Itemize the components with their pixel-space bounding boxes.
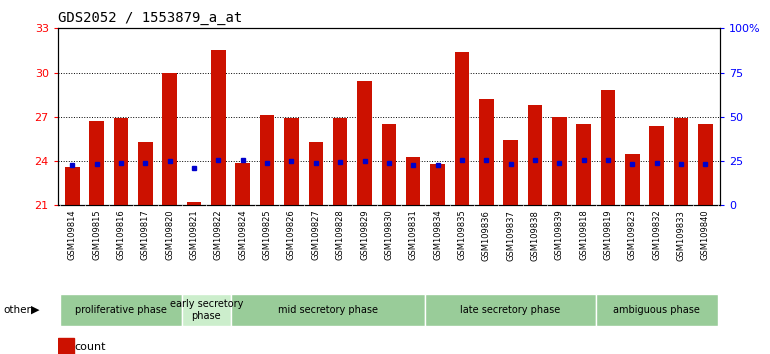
Text: GSM109823: GSM109823 — [628, 210, 637, 261]
Bar — [382, 124, 396, 205]
Text: GSM109824: GSM109824 — [238, 210, 247, 261]
Text: GSM109826: GSM109826 — [287, 210, 296, 261]
Bar — [552, 117, 567, 205]
Text: GSM109840: GSM109840 — [701, 210, 710, 261]
Text: GSM109828: GSM109828 — [336, 210, 345, 261]
Bar — [65, 167, 79, 205]
Text: GSM109837: GSM109837 — [506, 210, 515, 261]
Text: GSM109834: GSM109834 — [433, 210, 442, 261]
Bar — [527, 105, 542, 205]
Text: late secretory phase: late secretory phase — [460, 305, 561, 315]
Bar — [284, 118, 299, 205]
Text: GSM109816: GSM109816 — [116, 210, 126, 261]
Bar — [479, 99, 494, 205]
Text: GSM109831: GSM109831 — [409, 210, 417, 261]
Bar — [576, 124, 591, 205]
Text: GSM109832: GSM109832 — [652, 210, 661, 261]
Text: GSM109838: GSM109838 — [531, 210, 540, 261]
Text: early secretory
phase: early secretory phase — [169, 299, 243, 321]
Text: GSM109815: GSM109815 — [92, 210, 101, 261]
Bar — [162, 73, 177, 205]
Bar — [425, 294, 596, 326]
Bar — [698, 124, 713, 205]
Text: GSM109821: GSM109821 — [189, 210, 199, 261]
Bar — [236, 162, 250, 205]
Bar — [504, 141, 518, 205]
Text: GDS2052 / 1553879_a_at: GDS2052 / 1553879_a_at — [58, 11, 242, 25]
Text: other: other — [4, 305, 32, 315]
Bar — [357, 81, 372, 205]
Bar — [430, 164, 445, 205]
Bar — [114, 118, 129, 205]
Text: mid secretory phase: mid secretory phase — [278, 305, 378, 315]
Bar — [60, 294, 182, 326]
Text: proliferative phase: proliferative phase — [75, 305, 167, 315]
Bar — [406, 156, 420, 205]
Text: GSM109825: GSM109825 — [263, 210, 272, 261]
Bar — [230, 294, 425, 326]
Text: GSM109827: GSM109827 — [311, 210, 320, 261]
Bar — [674, 118, 688, 205]
Bar — [454, 52, 469, 205]
Bar — [596, 294, 718, 326]
Bar — [138, 142, 152, 205]
Text: GSM109836: GSM109836 — [482, 210, 490, 261]
Text: ambiguous phase: ambiguous phase — [613, 305, 700, 315]
Text: GSM109822: GSM109822 — [214, 210, 223, 261]
Text: GSM109835: GSM109835 — [457, 210, 467, 261]
Text: GSM109833: GSM109833 — [677, 210, 685, 261]
Bar — [211, 51, 226, 205]
Text: count: count — [74, 342, 105, 352]
Text: GSM109839: GSM109839 — [554, 210, 564, 261]
Text: GSM109814: GSM109814 — [68, 210, 77, 261]
Bar — [649, 126, 664, 205]
Bar — [58, 338, 74, 354]
Bar — [187, 202, 202, 205]
Bar — [625, 154, 640, 205]
Text: GSM109819: GSM109819 — [604, 210, 612, 261]
Bar — [601, 90, 615, 205]
Text: GSM109829: GSM109829 — [360, 210, 369, 261]
Text: GSM109830: GSM109830 — [384, 210, 393, 261]
Text: GSM109817: GSM109817 — [141, 210, 150, 261]
Bar — [259, 115, 274, 205]
Bar — [309, 142, 323, 205]
Bar — [182, 294, 230, 326]
Text: ▶: ▶ — [31, 305, 39, 315]
Bar — [333, 118, 347, 205]
Bar — [89, 121, 104, 205]
Text: GSM109818: GSM109818 — [579, 210, 588, 261]
Text: GSM109820: GSM109820 — [166, 210, 174, 261]
